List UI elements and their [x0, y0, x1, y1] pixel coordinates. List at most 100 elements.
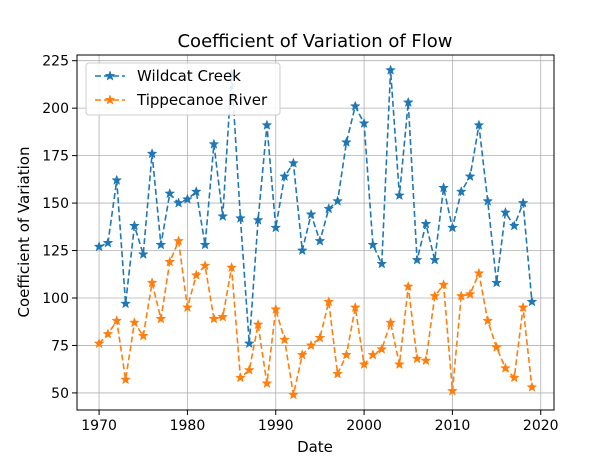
data-point [491, 277, 503, 288]
legend-label: Wildcat Creek [137, 67, 241, 85]
data-point [181, 301, 193, 313]
x-tick-label: 1980 [170, 418, 206, 434]
data-point [332, 368, 344, 379]
x-tick-label: 1990 [258, 418, 294, 434]
data-point [279, 170, 291, 182]
data-point [217, 311, 229, 322]
data-point [446, 222, 458, 233]
data-point [517, 301, 529, 313]
y-tick-label: 50 [51, 386, 69, 402]
data-point [367, 239, 379, 250]
data-point [208, 313, 220, 324]
data-point [482, 315, 494, 326]
series-2 [93, 235, 538, 400]
data-point [314, 235, 326, 246]
data-point [455, 185, 467, 197]
plot-area-frame [76, 54, 555, 411]
x-axis-ticks: 1970 1980 1990 2000 2010 2020 [81, 410, 559, 434]
data-point [429, 290, 441, 301]
data-point [314, 332, 326, 343]
data-point [464, 170, 476, 182]
legend-marker [104, 94, 116, 105]
data-point [208, 138, 220, 149]
data-series [93, 64, 538, 400]
data-point [473, 267, 485, 278]
data-point [146, 277, 158, 288]
data-point [93, 241, 105, 252]
data-point [243, 337, 255, 349]
data-point [385, 316, 397, 328]
data-point [296, 349, 308, 360]
data-point [323, 296, 335, 307]
data-point [234, 372, 246, 383]
data-point [402, 96, 414, 108]
data-point [102, 328, 114, 339]
data-point [199, 239, 211, 250]
data-point [376, 343, 388, 354]
y-tick-label: 125 [42, 244, 69, 260]
data-point [279, 334, 291, 345]
y-tick-label: 150 [42, 196, 69, 212]
data-point [181, 193, 193, 204]
y-tick-label: 225 [42, 54, 69, 70]
data-point [526, 381, 538, 392]
y-tick-label: 175 [42, 149, 69, 165]
data-point [173, 197, 185, 208]
series-line [98, 238, 533, 395]
data-point [252, 318, 264, 330]
data-point [155, 313, 167, 324]
data-point [420, 218, 432, 229]
data-point [234, 212, 246, 223]
data-point [111, 174, 123, 185]
data-point [526, 296, 538, 307]
data-point [508, 372, 520, 383]
data-point [120, 373, 132, 385]
chart-title: Coefficient of Variation of Flow [177, 31, 452, 52]
data-point [332, 195, 344, 206]
data-point [287, 389, 299, 400]
data-point [287, 157, 299, 168]
legend-label: Tippecanoe River [136, 91, 268, 109]
data-point [120, 297, 132, 309]
data-point [261, 119, 273, 130]
data-point [420, 354, 432, 366]
data-point [190, 269, 202, 280]
data-point [358, 358, 370, 370]
data-point [137, 248, 149, 259]
data-point [499, 206, 511, 218]
data-point [340, 136, 352, 147]
legend-box [85, 62, 281, 116]
data-point [473, 119, 485, 130]
data-point [323, 203, 335, 214]
data-point [491, 341, 503, 352]
data-point [446, 385, 458, 396]
data-point [199, 260, 211, 271]
y-axis-label: Coefficient of Variation [15, 147, 33, 318]
data-point [385, 64, 397, 75]
y-axis-ticks: 50 75 100 125 150 175 200 225 [42, 54, 77, 402]
data-point [190, 185, 202, 197]
data-point [128, 316, 140, 328]
data-point [164, 187, 176, 199]
data-point [93, 337, 105, 349]
data-point [464, 288, 476, 299]
data-point [243, 364, 255, 375]
data-point [305, 339, 317, 351]
data-point [393, 358, 405, 370]
data-point [438, 278, 450, 290]
data-point [261, 377, 273, 389]
data-point [508, 220, 520, 231]
data-point [402, 280, 414, 292]
data-point [155, 239, 167, 250]
data-point [455, 290, 467, 301]
legend: Wildcat Creek Tippecanoe River [85, 62, 281, 116]
data-point [296, 244, 308, 256]
x-tick-label: 2000 [346, 418, 382, 434]
data-point [102, 237, 114, 248]
data-point [226, 261, 238, 273]
data-point [438, 182, 450, 193]
y-tick-label: 200 [42, 101, 69, 117]
x-tick-label: 1970 [81, 418, 117, 434]
data-point [358, 117, 370, 128]
